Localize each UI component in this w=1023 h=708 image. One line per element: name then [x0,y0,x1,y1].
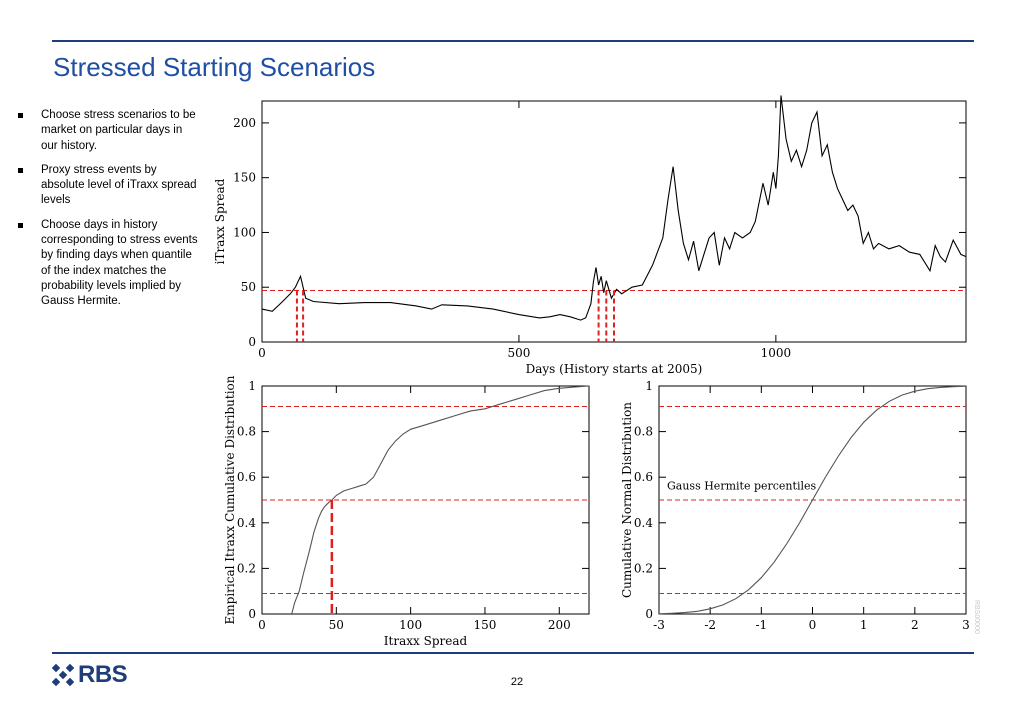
page-title: Stressed Starting Scenarios [53,52,376,82]
y-tick-label: 150 [233,171,256,185]
y-tick-label: 100 [233,225,256,239]
y-axis-label: Empirical Itraxx Cumulative Distribution [223,375,237,624]
x-tick-label: 1000 [761,346,792,360]
page-number: 22 [510,676,524,688]
daisy-logo-icon [52,664,74,686]
x-tick-label: 150 [474,618,497,632]
y-axis-label: iTraxx Spread [213,178,227,264]
x-tick-label: 500 [507,346,530,360]
y-tick-label: 200 [233,116,256,130]
x-tick-label: 100 [399,618,422,632]
y-tick-label: 0.4 [634,516,653,530]
y-tick-label: 0.4 [237,516,256,530]
x-tick-label: 2 [911,618,919,632]
y-tick-label: 0.8 [237,425,256,439]
x-tick-label: -2 [704,618,716,632]
x-tick-label: 0 [258,346,266,360]
bullet-item: Proxy stress events by absolute level of… [16,163,198,209]
x-tick-label: 3 [962,618,970,632]
brand-name: RBS [78,661,128,688]
y-tick-label: 0 [248,607,256,621]
x-tick-label: 1 [860,618,868,632]
x-tick-label: -3 [653,618,665,632]
bullet-list: Choose stress scenarios to be market on … [16,108,198,319]
x-axis-label: Days (History starts at 2005) [526,362,703,376]
plot-frame [261,100,967,343]
x-tick-label: 50 [329,618,344,632]
y-tick-label: 0 [248,335,256,349]
bullet-square-icon [18,222,23,228]
x-axis-label: Itraxx Spread [384,634,468,648]
y-axis-label: Cumulative Normal Distribution [620,402,634,598]
bullet-item: Choose stress scenarios to be market on … [16,108,198,154]
x-tick-label: -1 [755,618,767,632]
bullet-item: Choose days in history corresponding to … [16,218,198,310]
y-tick-label: 0.8 [634,425,653,439]
y-tick-label: 0.6 [634,470,653,484]
series-line [291,385,590,615]
y-tick-label: 0.6 [237,470,256,484]
y-tick-label: 0 [645,607,653,621]
bullet-text: Choose days in history corresponding to … [41,218,198,308]
rbs-logo: RBS [52,661,128,688]
y-tick-label: 1 [645,379,653,393]
series-line [261,95,967,321]
gauss-hermite-annotation: Gauss Hermite percentiles [667,480,816,493]
x-tick-label: 0 [258,618,266,632]
top-rule [52,40,974,42]
y-tick-label: 0.2 [634,561,653,575]
side-code: RBS00000 [973,600,980,634]
bullet-square-icon [18,113,23,118]
y-tick-label: 50 [241,280,256,294]
bullet-text: Proxy stress events by absolute level of… [41,163,197,207]
bottom-rule [52,652,974,654]
y-tick-label: 1 [248,379,256,393]
series-line [658,385,967,615]
x-tick-label: 0 [809,618,817,632]
bullet-text: Choose stress scenarios to be market on … [41,109,196,152]
bullet-square-icon [18,167,23,173]
x-tick-label: 200 [548,618,571,632]
y-tick-label: 0.2 [237,561,256,575]
